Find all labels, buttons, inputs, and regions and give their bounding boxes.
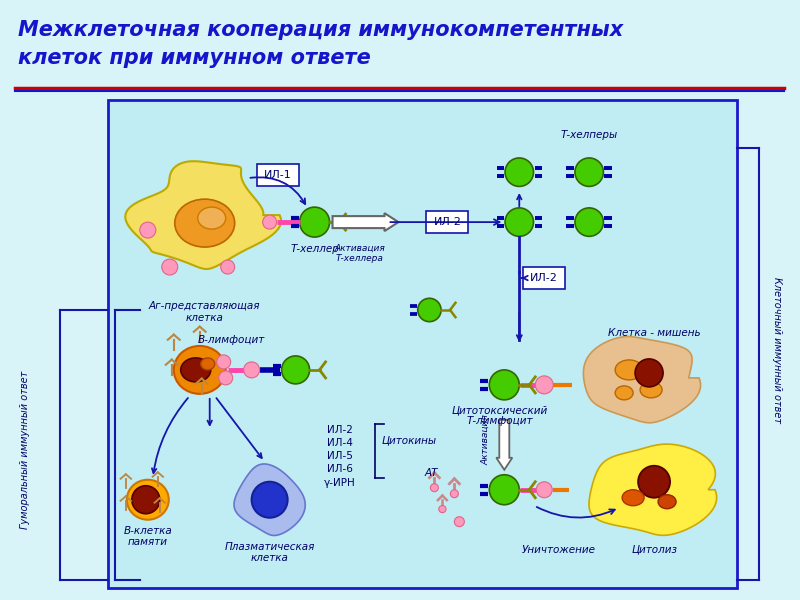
FancyArrowPatch shape bbox=[152, 398, 188, 473]
Text: АТ: АТ bbox=[425, 468, 438, 478]
Text: Активация: Активация bbox=[481, 415, 490, 465]
Circle shape bbox=[217, 355, 230, 369]
Circle shape bbox=[218, 371, 233, 385]
FancyBboxPatch shape bbox=[426, 211, 468, 233]
Circle shape bbox=[140, 222, 156, 238]
Text: Аг-представляющая
клетка: Аг-представляющая клетка bbox=[149, 301, 261, 323]
Text: ИЛ-2: ИЛ-2 bbox=[434, 217, 462, 227]
Polygon shape bbox=[126, 161, 281, 269]
Polygon shape bbox=[589, 444, 717, 535]
Circle shape bbox=[262, 215, 277, 229]
Polygon shape bbox=[234, 464, 306, 535]
Circle shape bbox=[244, 362, 260, 378]
FancyArrowPatch shape bbox=[250, 177, 305, 204]
Ellipse shape bbox=[622, 490, 644, 506]
FancyBboxPatch shape bbox=[523, 267, 566, 289]
Ellipse shape bbox=[658, 495, 676, 509]
Circle shape bbox=[252, 482, 288, 518]
Circle shape bbox=[635, 359, 663, 387]
Ellipse shape bbox=[127, 480, 169, 520]
Circle shape bbox=[505, 208, 534, 236]
Circle shape bbox=[418, 298, 441, 322]
Text: ИЛ-2
ИЛ-4
ИЛ-5
ИЛ-6
γ-ИРН: ИЛ-2 ИЛ-4 ИЛ-5 ИЛ-6 γ-ИРН bbox=[324, 425, 355, 488]
Ellipse shape bbox=[174, 346, 226, 394]
Circle shape bbox=[575, 208, 603, 236]
Circle shape bbox=[535, 376, 554, 394]
Text: Межклеточная кооперация иммунокомпетентных: Межклеточная кооперация иммунокомпетентн… bbox=[18, 20, 623, 40]
Ellipse shape bbox=[615, 360, 643, 380]
Circle shape bbox=[575, 158, 603, 187]
Circle shape bbox=[450, 490, 458, 498]
Ellipse shape bbox=[198, 207, 226, 229]
Circle shape bbox=[536, 482, 552, 498]
FancyArrow shape bbox=[496, 420, 512, 470]
Circle shape bbox=[638, 466, 670, 498]
FancyArrowPatch shape bbox=[522, 276, 528, 280]
Ellipse shape bbox=[615, 386, 633, 400]
Text: Т-хеллер: Т-хеллер bbox=[290, 244, 339, 254]
Ellipse shape bbox=[181, 358, 210, 382]
Text: ИЛ-2: ИЛ-2 bbox=[530, 273, 558, 283]
Ellipse shape bbox=[174, 199, 234, 247]
FancyBboxPatch shape bbox=[257, 164, 298, 186]
Text: ИЛ-1: ИЛ-1 bbox=[264, 170, 291, 180]
Text: Цитолиз: Цитолиз bbox=[631, 545, 677, 554]
FancyArrowPatch shape bbox=[517, 313, 522, 340]
FancyArrowPatch shape bbox=[517, 195, 522, 206]
FancyBboxPatch shape bbox=[108, 100, 737, 587]
Text: В-лимфоцит: В-лимфоцит bbox=[198, 335, 265, 345]
Circle shape bbox=[490, 370, 519, 400]
FancyArrow shape bbox=[333, 213, 398, 231]
Ellipse shape bbox=[201, 358, 214, 370]
Text: Плазматическая
клетка: Плазматическая клетка bbox=[225, 542, 315, 563]
Circle shape bbox=[299, 207, 330, 237]
Circle shape bbox=[282, 356, 310, 384]
Text: В-клетка
памяти: В-клетка памяти bbox=[123, 526, 172, 547]
Ellipse shape bbox=[640, 382, 662, 398]
Circle shape bbox=[221, 260, 234, 274]
Circle shape bbox=[454, 517, 464, 527]
Polygon shape bbox=[583, 337, 701, 423]
Circle shape bbox=[490, 475, 519, 505]
FancyArrowPatch shape bbox=[207, 398, 212, 425]
Circle shape bbox=[430, 484, 438, 492]
FancyArrowPatch shape bbox=[390, 220, 499, 225]
FancyArrowPatch shape bbox=[537, 507, 614, 518]
Text: Гуморальный иммунный ответ: Гуморальный иммунный ответ bbox=[20, 371, 30, 529]
Text: Клетка - мишень: Клетка - мишень bbox=[608, 328, 701, 338]
Text: Клеточный иммунный ответ: Клеточный иммунный ответ bbox=[772, 277, 782, 423]
FancyArrowPatch shape bbox=[216, 398, 262, 458]
Text: Активация
Т-хеллера: Активация Т-хеллера bbox=[334, 244, 385, 263]
Circle shape bbox=[505, 158, 534, 187]
Circle shape bbox=[438, 506, 446, 513]
Text: Уничтожение: Уничтожение bbox=[522, 545, 596, 554]
Text: Цитотоксический
Т-лимфоцит: Цитотоксический Т-лимфоцит bbox=[451, 405, 547, 427]
Circle shape bbox=[132, 486, 160, 514]
Text: клеток при иммунном ответе: клеток при иммунном ответе bbox=[18, 49, 370, 68]
Text: Т-хелперы: Т-хелперы bbox=[561, 130, 618, 140]
Circle shape bbox=[162, 259, 178, 275]
Text: Цитокины: Цитокины bbox=[382, 435, 437, 445]
